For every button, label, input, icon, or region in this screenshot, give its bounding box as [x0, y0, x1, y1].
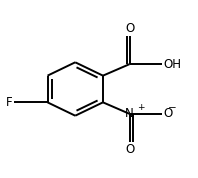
Text: O: O	[125, 22, 134, 35]
Text: O: O	[125, 143, 134, 156]
Text: O: O	[163, 107, 173, 121]
Text: −: −	[168, 103, 176, 113]
Text: +: +	[137, 103, 144, 112]
Text: OH: OH	[163, 57, 181, 71]
Text: N: N	[125, 107, 134, 121]
Text: F: F	[6, 96, 13, 109]
